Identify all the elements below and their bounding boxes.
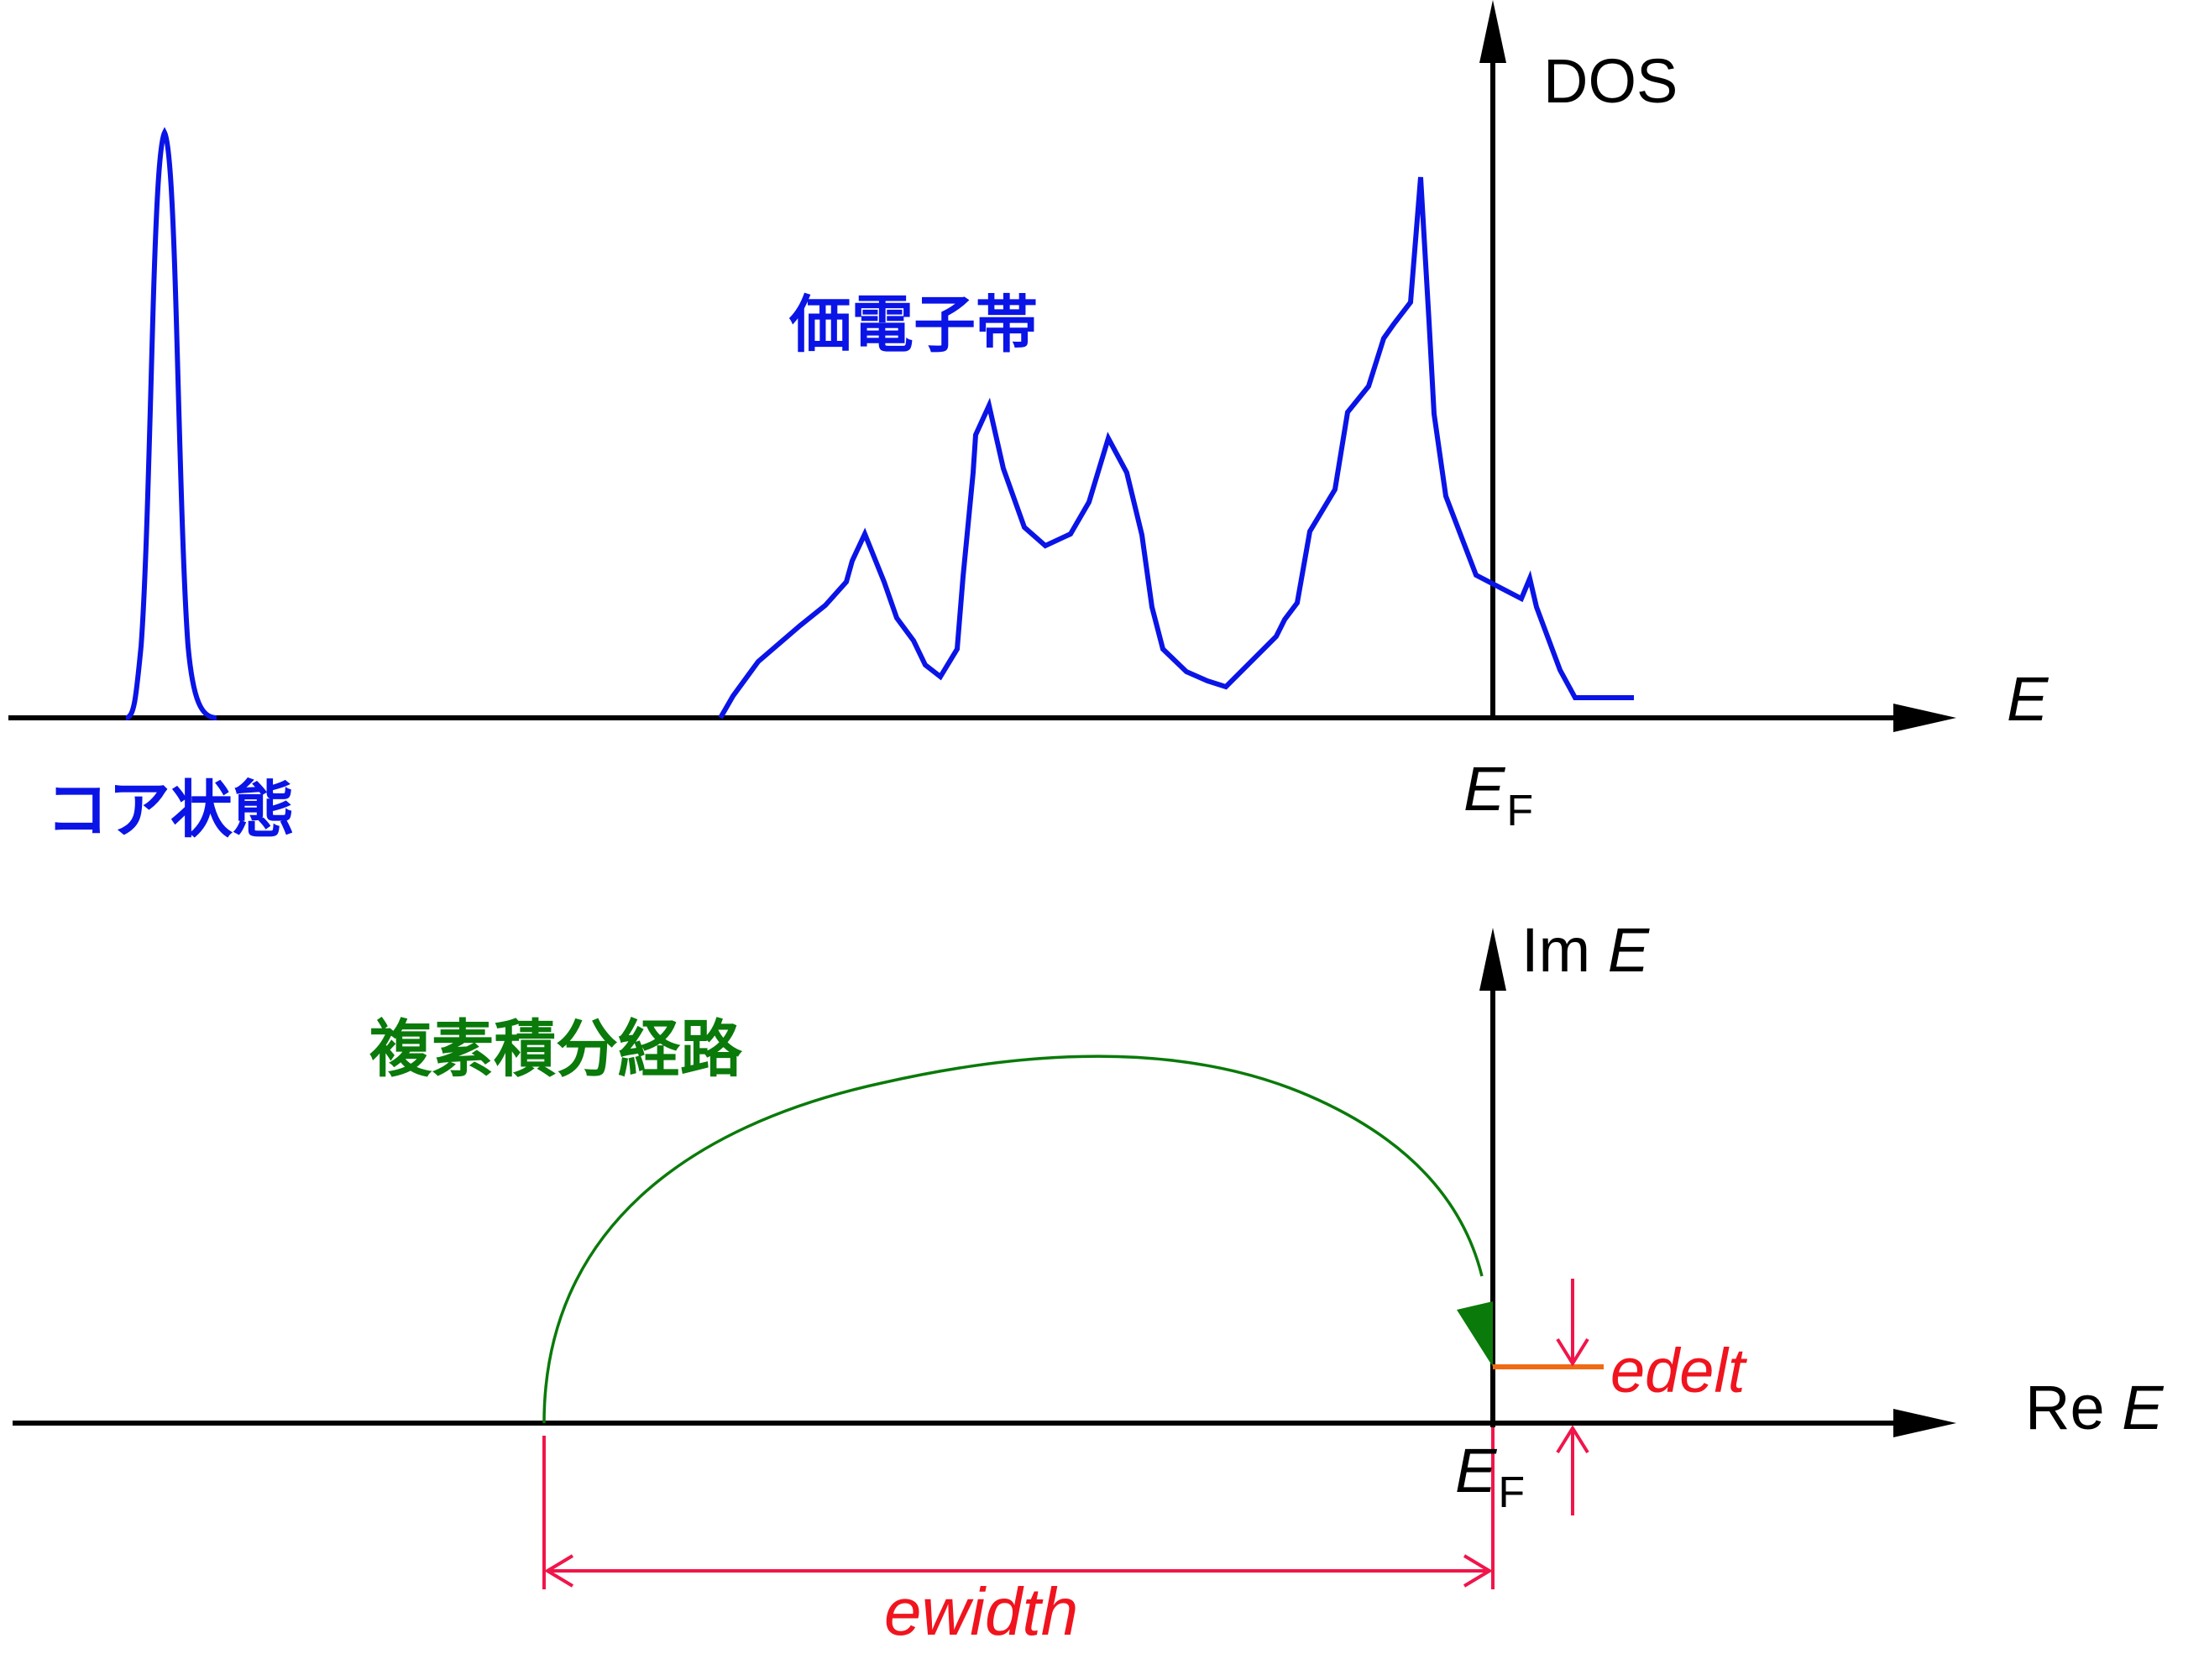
imaginary-axis-prefix: Im <box>1521 915 1608 985</box>
edelt-down-arrowhead <box>1556 1337 1589 1367</box>
fermi-level-sub-bottom: F <box>1498 1468 1525 1517</box>
dos-axis-arrowhead <box>1479 0 1506 63</box>
fermi-level-main: E <box>1463 754 1506 824</box>
energy-axis-arrowhead <box>1893 704 1956 732</box>
edelt-label: edelt <box>1610 1336 1748 1405</box>
fermi-level-sub: F <box>1506 787 1533 835</box>
top-panel: DOS E EF コア状態 価電子帯 <box>8 0 2050 846</box>
fermi-level-main-bottom: E <box>1455 1436 1498 1505</box>
fermi-level-label: EF <box>1463 754 1533 835</box>
ewidth-left-arrowhead <box>544 1554 574 1588</box>
fermi-level-label-bottom: EF <box>1455 1436 1525 1517</box>
valence-band-label: 価電子帯 <box>788 289 1038 361</box>
real-axis-arrowhead <box>1893 1409 1956 1437</box>
edelt-up-arrowhead <box>1556 1425 1589 1454</box>
core-state-label: コア状態 <box>46 774 295 846</box>
real-axis-label: Re E <box>2025 1373 2165 1442</box>
real-axis-prefix: Re <box>2025 1373 2122 1442</box>
energy-axis-label: E <box>2007 664 2050 734</box>
ewidth-right-arrowhead <box>1463 1554 1493 1588</box>
ewidth-label: ewidth <box>884 1574 1078 1649</box>
valence-band-curve <box>718 176 1634 720</box>
real-axis-var: E <box>2122 1373 2165 1442</box>
imaginary-axis-arrowhead <box>1479 928 1506 991</box>
dos-axis-label: DOS <box>1543 46 1678 116</box>
contour-label: 複素積分経路 <box>369 1013 743 1086</box>
core-state-peak <box>125 127 217 720</box>
contour-arrowhead <box>1457 1301 1493 1367</box>
imaginary-axis-label: Im E <box>1521 915 1651 985</box>
bottom-panel: Im E Re E EF 複素積分経路 edelt ewidth <box>13 915 2165 1649</box>
imaginary-axis-var: E <box>1608 915 1651 985</box>
complex-contour <box>542 1055 1484 1424</box>
